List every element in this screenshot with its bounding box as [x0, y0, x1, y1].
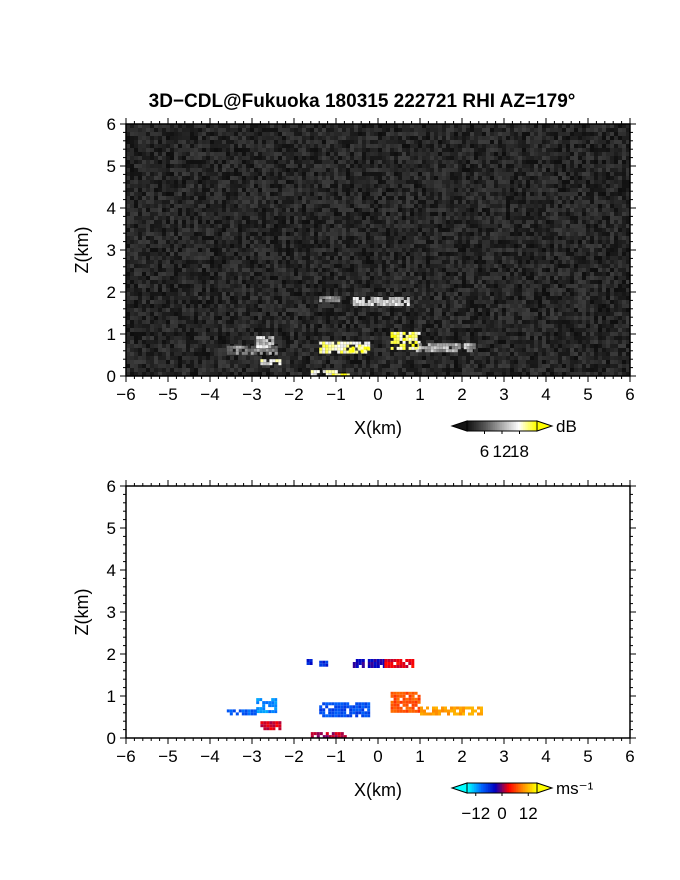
x-tick-label: 5	[583, 385, 592, 404]
colorbar-unit: dB	[556, 417, 577, 436]
x-tick-label: 4	[541, 747, 550, 766]
x-tick-label: −4	[200, 385, 219, 404]
x-tick-label: −3	[242, 747, 261, 766]
x-tick-label: 3	[499, 747, 508, 766]
echo-region	[310, 732, 347, 739]
y-tick-label: 0	[107, 367, 116, 386]
y-tick-label: 1	[107, 325, 116, 344]
echo-region	[319, 296, 341, 303]
echo-region	[384, 659, 415, 668]
x-tick-label: 1	[415, 747, 424, 766]
x-axis-label: X(km)	[354, 780, 402, 800]
x-tick-label: 0	[373, 747, 382, 766]
colorbar-tick-label: −12	[461, 804, 490, 823]
plot-area	[126, 486, 630, 738]
x-tick-label: 2	[457, 385, 466, 404]
echo-region	[226, 709, 257, 716]
x-tick-label: −5	[158, 747, 177, 766]
noise-field	[126, 124, 630, 376]
echo-region	[260, 359, 282, 366]
colorbar-tick-label: 18	[510, 442, 529, 461]
echo-region	[415, 343, 476, 353]
y-axis-label: Z(km)	[72, 227, 92, 274]
echo-region	[226, 345, 278, 355]
x-tick-label: −1	[326, 385, 345, 404]
colorbar-tick-label: 12	[493, 442, 512, 461]
echo-region	[348, 346, 370, 353]
x-tick-label: 2	[457, 747, 466, 766]
colorbar-tick-label: 6	[480, 442, 489, 461]
y-tick-label: 5	[107, 157, 116, 176]
echo-region	[256, 336, 275, 349]
y-tick-label: 0	[107, 729, 116, 748]
y-tick-label: 3	[107, 241, 116, 260]
x-tick-label: −2	[284, 747, 303, 766]
echo-region	[390, 691, 421, 713]
x-tick-label: 6	[625, 747, 634, 766]
echo-region	[331, 373, 350, 377]
axis-ticks	[120, 480, 636, 744]
echo-region	[319, 660, 329, 667]
y-axis-label: Z(km)	[72, 589, 92, 636]
x-tick-label: 6	[625, 385, 634, 404]
y-tick-label: 2	[107, 283, 116, 302]
figure-title: 3D−CDL@Fukuoka 180315 222721 RHI AZ=179°	[149, 91, 576, 112]
echo-region	[310, 370, 338, 377]
echo-region	[319, 702, 371, 718]
x-tick-label: −2	[284, 385, 303, 404]
x-tick-label: −4	[200, 747, 219, 766]
x-tick-label: −1	[326, 747, 345, 766]
colorbar-unit: ms⁻¹	[556, 779, 594, 798]
echo-region	[256, 698, 278, 714]
echo-region	[352, 297, 410, 306]
echo-region	[420, 706, 483, 716]
echo-region	[306, 659, 313, 665]
x-tick-label: −3	[242, 385, 261, 404]
x-tick-label: −6	[116, 747, 135, 766]
y-tick-label: 5	[107, 519, 116, 538]
y-tick-label: 4	[107, 199, 116, 218]
y-tick-label: 3	[107, 603, 116, 622]
x-tick-label: 1	[415, 385, 424, 404]
x-tick-label: −5	[158, 385, 177, 404]
echo-region	[260, 721, 282, 731]
x-tick-label: 3	[499, 385, 508, 404]
y-tick-label: 6	[107, 115, 116, 134]
axis-ticks	[120, 118, 636, 382]
colorbar: −12 0 12 ms⁻¹	[450, 779, 594, 823]
y-tick-label: 4	[107, 561, 116, 580]
y-tick-label: 2	[107, 645, 116, 664]
x-axis-label: X(km)	[354, 418, 402, 438]
colorbar-tick-label: 12	[519, 804, 538, 823]
x-tick-label: −6	[116, 385, 135, 404]
y-tick-label: 1	[107, 687, 116, 706]
x-tick-label: 4	[541, 385, 550, 404]
x-tick-label: 0	[373, 385, 382, 404]
y-tick-label: 6	[107, 477, 116, 496]
colorbar-tick-label: 0	[497, 804, 506, 823]
x-tick-label: 5	[583, 747, 592, 766]
